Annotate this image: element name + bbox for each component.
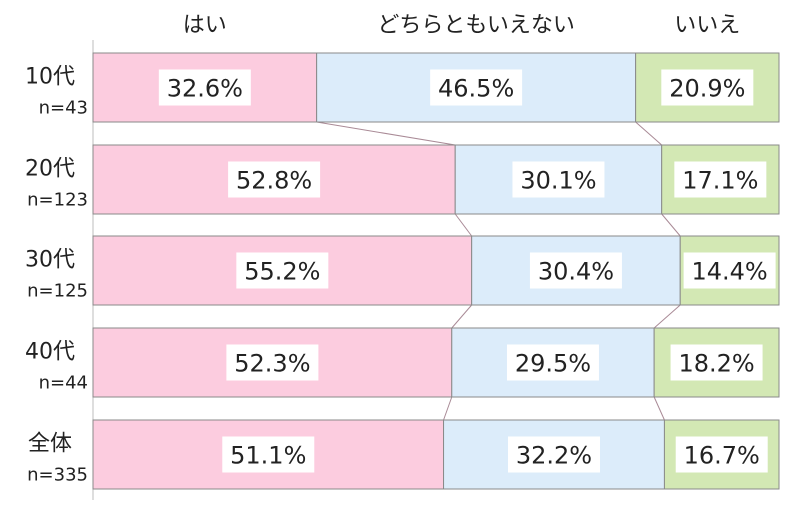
- data-label-box: [674, 161, 767, 198]
- data-label-box: [529, 252, 622, 289]
- series-connector-line: [451, 304, 473, 329]
- data-label: 51.1%: [230, 442, 306, 470]
- legend-label: いいえ: [674, 13, 740, 38]
- series-connector-line: [653, 304, 681, 329]
- row-label: 40代: [25, 340, 75, 365]
- data-label-box: [506, 344, 599, 381]
- data-label: 29.5%: [515, 350, 591, 378]
- data-label-box: [507, 436, 600, 473]
- data-label-box: [430, 69, 523, 106]
- data-label: 30.4%: [538, 258, 614, 286]
- data-label-box: [661, 69, 754, 106]
- data-label-box: [226, 344, 319, 381]
- row-label: 20代: [25, 157, 75, 182]
- series-connector-line: [316, 121, 456, 146]
- legend-label: はい: [183, 13, 227, 38]
- data-label: 32.6%: [167, 75, 243, 103]
- data-label: 16.7%: [684, 442, 760, 470]
- row-label: 30代: [25, 248, 75, 273]
- sample-size-label: n=335: [27, 465, 88, 486]
- sample-size-label: n=123: [27, 190, 88, 211]
- sample-size-label: n=44: [39, 373, 88, 394]
- row-label: 全体: [28, 432, 72, 457]
- row-label: 10代: [25, 65, 75, 90]
- data-label: 46.5%: [438, 75, 514, 103]
- legend-label: どちらともいえない: [377, 13, 575, 38]
- data-label-box: [222, 436, 315, 473]
- data-label-box: [683, 252, 776, 289]
- data-label-box: [670, 344, 763, 381]
- data-label: 52.8%: [236, 167, 312, 195]
- data-label: 52.3%: [234, 350, 310, 378]
- data-label: 20.9%: [669, 75, 745, 103]
- data-label: 32.2%: [516, 442, 592, 470]
- data-label-box: [228, 161, 321, 198]
- data-label: 18.2%: [678, 350, 754, 378]
- data-label: 17.1%: [682, 167, 758, 195]
- data-label-box: [512, 161, 605, 198]
- series-connector-line: [443, 396, 453, 421]
- data-label-box: [236, 252, 329, 289]
- data-label-box: [158, 69, 251, 106]
- series-connector-line: [661, 213, 681, 237]
- data-label: 30.1%: [520, 167, 596, 195]
- data-label-box: [675, 436, 768, 473]
- series-connector-line: [454, 213, 473, 237]
- data-label: 14.4%: [691, 258, 767, 286]
- series-connector-line: [653, 396, 665, 421]
- series-connector-line: [635, 121, 663, 146]
- data-label: 55.2%: [244, 258, 320, 286]
- sample-size-label: n=43: [39, 98, 88, 119]
- sample-size-label: n=125: [27, 281, 88, 302]
